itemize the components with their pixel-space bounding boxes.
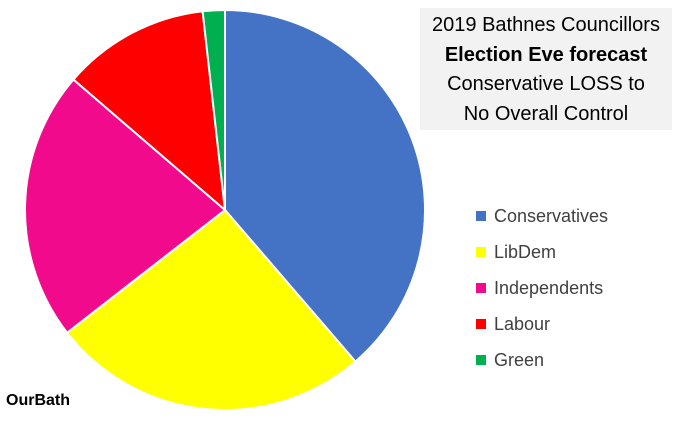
legend-swatch	[476, 211, 486, 221]
legend: Conservatives LibDem Independents Labour…	[476, 198, 608, 378]
legend-label: Independents	[494, 277, 604, 298]
pie-slice-conservatives	[224, 8, 426, 364]
legend-item-green: Green	[476, 342, 608, 378]
legend-item-libdem: LibDem	[476, 234, 608, 270]
legend-swatch	[476, 355, 486, 365]
legend-label: Green	[494, 349, 545, 370]
legend-swatch	[476, 247, 486, 257]
title-line-3: Conservative LOSS to	[447, 73, 645, 95]
legend-label: Conservatives	[494, 205, 609, 226]
title-line-1: 2019 Bathnes Councillors	[432, 14, 660, 36]
legend-label: LibDem	[494, 241, 557, 262]
legend-item-labour: Labour	[476, 306, 608, 342]
title-line-4: No Overall Control	[463, 102, 629, 125]
pie-slice-independents	[24, 78, 227, 335]
pie-slice-labour	[71, 10, 227, 213]
legend-label: Labour	[494, 313, 551, 334]
legend-item-conservatives: Conservatives	[476, 198, 608, 234]
legend-swatch	[476, 283, 486, 293]
source-label: OurBath	[6, 392, 70, 409]
pie-slice-libdem	[65, 208, 357, 411]
pie-slice-green	[201, 8, 226, 211]
title-line-2: Election Eve forecast	[444, 43, 648, 66]
legend-item-independents: Independents	[476, 270, 608, 306]
legend-swatch	[476, 319, 486, 329]
chart-title-box: 2019 Bathnes Councillors Election Eve fo…	[420, 8, 672, 130]
